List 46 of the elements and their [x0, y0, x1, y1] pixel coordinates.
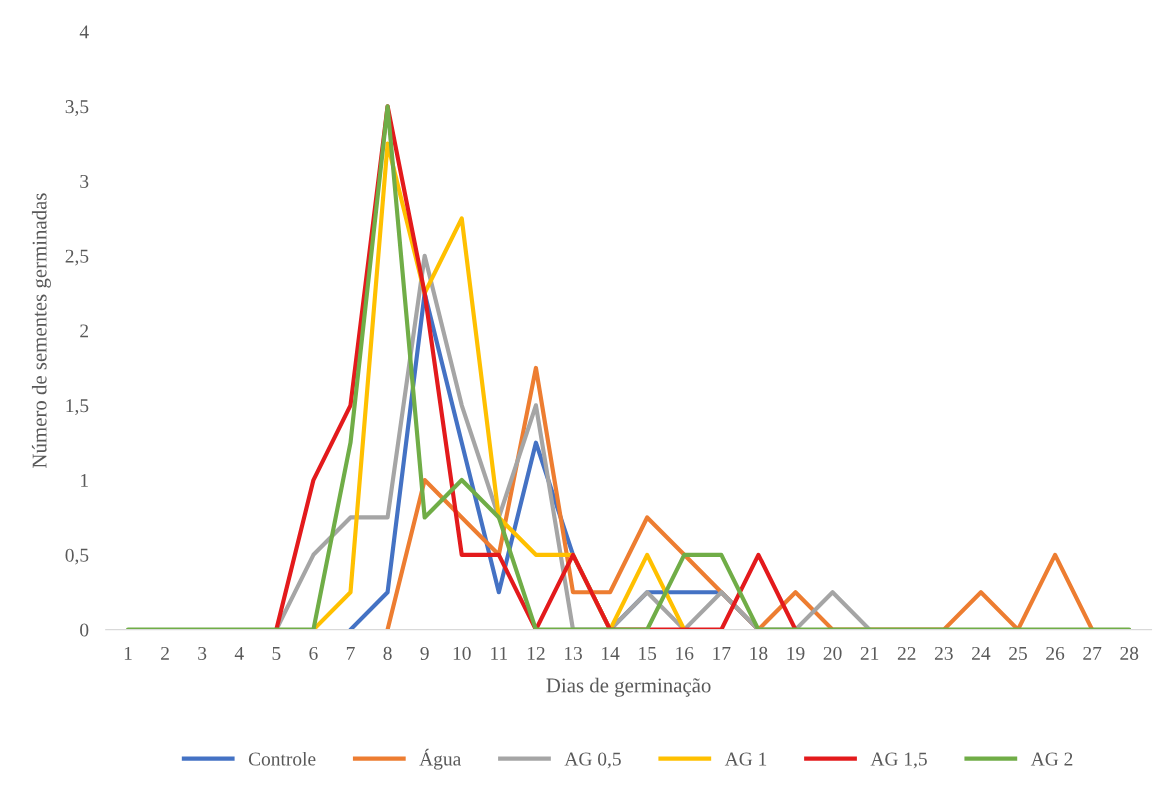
x-tick-label: 2	[161, 646, 169, 660]
y-tick-label: 2,5	[65, 249, 89, 266]
x-tick-label: 8	[383, 646, 392, 660]
y-tick-label: 1	[81, 473, 88, 487]
x-tick-label: 11	[491, 646, 508, 660]
legend-label: Controle	[248, 751, 316, 766]
y-tick-label: 3,5	[65, 100, 89, 116]
x-axis-title: Dias de germinação	[546, 677, 711, 697]
x-tick-label: 4	[234, 646, 244, 660]
x-tick-label: 24	[972, 646, 991, 660]
x-tick-label: 23	[934, 646, 953, 660]
y-tick-label: 3	[80, 174, 89, 188]
x-tick-label: 12	[527, 646, 545, 660]
x-tick-label: 27	[1083, 646, 1102, 660]
x-tick-label: 14	[602, 646, 620, 660]
y-tick-label: 0	[80, 623, 89, 637]
legend-label: AG 0,5	[564, 752, 621, 769]
x-tick-label: 13	[564, 646, 582, 660]
legend-label: Água	[419, 748, 462, 770]
x-tick-label: 6	[309, 646, 318, 660]
legend-label: AG 1	[724, 752, 767, 766]
x-tick-label: 28	[1120, 646, 1139, 660]
x-tick-label: 3	[198, 646, 207, 660]
x-tick-label: 15	[639, 646, 657, 660]
x-tick-label: 16	[676, 646, 694, 660]
y-axis-title: Número de sementes germinadas	[31, 193, 51, 468]
x-tick-label: 18	[750, 646, 768, 660]
line-series	[125, 104, 1132, 630]
x-tick-label: 25	[1009, 646, 1027, 660]
x-tick-label: 26	[1046, 646, 1065, 660]
y-tick-label: 2	[80, 324, 89, 338]
y-tick-label: 1,5	[66, 399, 89, 416]
x-tick-label: 20	[823, 646, 842, 660]
x-tick-label: 19	[787, 646, 805, 660]
x-tick-label: 5	[272, 647, 281, 660]
x-tick-label: 9	[420, 646, 429, 660]
x-tick-label: 17	[713, 646, 731, 660]
legend-label: AG 1,5	[870, 752, 927, 769]
x-tick-label: 7	[346, 647, 355, 660]
x-tick-label: 21	[860, 646, 879, 660]
y-tick-label: 4	[79, 25, 89, 39]
x-tick-label: 1	[124, 646, 132, 660]
x-tick-label: 10	[453, 646, 471, 660]
x-tick-label: 22	[897, 646, 916, 660]
y-tick-label: 0,5	[65, 548, 89, 565]
legend-label: AG 2	[1030, 752, 1073, 766]
